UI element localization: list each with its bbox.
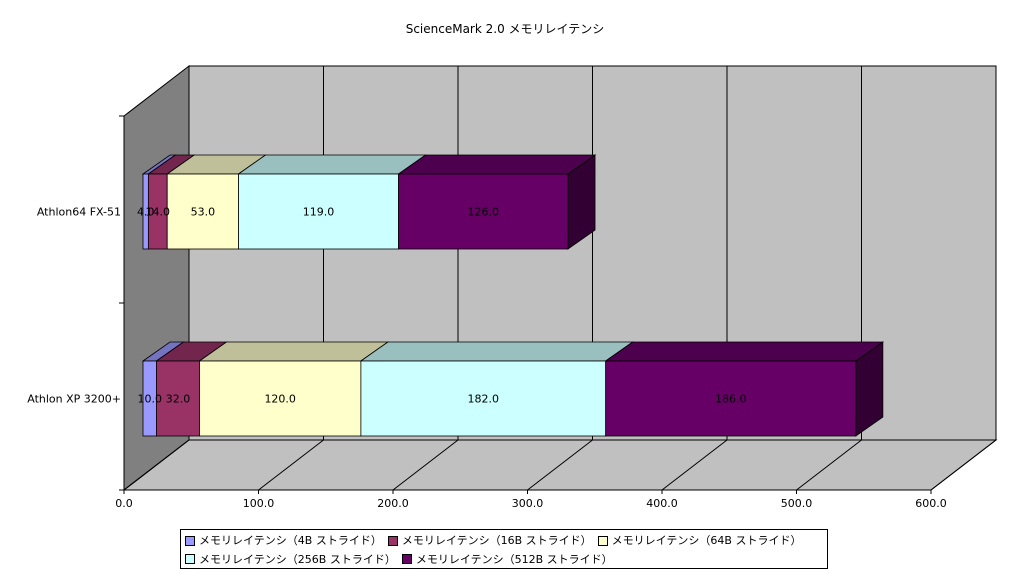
legend-label: メモリレイテンシ（4B ストライド） — [199, 534, 382, 547]
data-label: 120.0 — [264, 393, 296, 406]
legend: メモリレイテンシ（4B ストライド） メモリレイテンシ（16B ストライド） メモリ… — [180, 529, 828, 569]
axes — [119, 115, 932, 494]
bar-segment — [397, 154, 597, 250]
bar — [605, 360, 857, 437]
bar-top — [198, 341, 390, 362]
legend-swatch — [185, 535, 195, 546]
gridline-floor — [527, 439, 593, 491]
bar-top — [359, 341, 634, 362]
bars: 10.0 32.0 120.0 182.0 186.0 4.014.0 53.0 119.0 1… — [137, 154, 885, 437]
gridline-floor — [123, 439, 190, 491]
data-label: 182.0 — [468, 393, 500, 406]
y-tick-label: Athlon XP 3200+ — [27, 393, 121, 406]
x-tick-label: 0.0 — [115, 497, 133, 510]
bar — [156, 360, 200, 437]
x-tick-label: 100.0 — [243, 497, 275, 510]
bar-segment — [155, 341, 228, 437]
data-label: 14.0 — [146, 206, 171, 219]
x-tick-label: 600.0 — [915, 497, 947, 510]
x-tick-label: 400.0 — [646, 497, 678, 510]
legend-swatch — [185, 554, 195, 564]
legend-item: メモリレイテンシ（512B ストライド） — [401, 551, 613, 568]
legend-item: メモリレイテンシ（256B ストライド） — [185, 551, 396, 568]
bar — [238, 173, 399, 250]
legend-item: メモリレイテンシ（4B ストライド） — [185, 532, 382, 549]
bar-top — [237, 154, 427, 175]
legend-label: メモリレイテンシ（64B ストライド） — [611, 534, 802, 547]
legend-label: メモリレイテンシ（256B ストライド） — [199, 552, 396, 566]
x-tick-label: 300.0 — [512, 497, 544, 510]
legend-swatch — [597, 535, 608, 546]
bar-segment — [604, 341, 885, 437]
gridline-floor — [930, 439, 997, 491]
gridline-floor — [258, 439, 324, 491]
legend-label: メモリレイテンシ（512B ストライド） — [415, 552, 613, 566]
gridline-floor — [661, 439, 728, 491]
x-tick-label: 200.0 — [377, 497, 409, 510]
data-label: 32.0 — [166, 393, 191, 406]
y-tick-label: Athlon64 FX-51 — [37, 206, 121, 219]
legend-item: メモリレイテンシ（16B ストライド） — [387, 532, 592, 549]
bar-segment — [359, 341, 634, 437]
data-label: 4.0 — [137, 206, 155, 219]
bar-segment — [198, 341, 390, 437]
legend-swatch — [401, 554, 412, 564]
bar — [166, 173, 239, 250]
bar-top — [604, 341, 885, 362]
bar — [398, 173, 569, 250]
legend-item: メモリレイテンシ（64B ストライド） — [597, 532, 802, 549]
bar — [360, 360, 607, 437]
bar-segment — [165, 154, 267, 250]
gridline-floor — [796, 439, 862, 491]
x-tick-label: 500.0 — [781, 497, 813, 510]
tick-labels: 0.0 100.0 200.0 300.0 400.0 500.0 600.0 Athlon … — [27, 206, 947, 511]
bar-segment — [141, 341, 185, 437]
data-label: 119.0 — [303, 206, 335, 219]
gridline-floor — [392, 439, 459, 491]
data-label: 53.0 — [191, 206, 216, 219]
chart-title: ScienceMark 2.0 メモリレイテンシ — [406, 22, 605, 36]
bar-top — [397, 154, 597, 175]
bar-segment — [237, 154, 427, 250]
legend-label: メモリレイテンシ（16B ストライド） — [401, 534, 592, 547]
data-label: 186.0 — [715, 393, 747, 406]
legend-swatch — [387, 535, 398, 546]
data-label: 126.0 — [468, 206, 500, 219]
data-label: 10.0 — [137, 393, 162, 406]
